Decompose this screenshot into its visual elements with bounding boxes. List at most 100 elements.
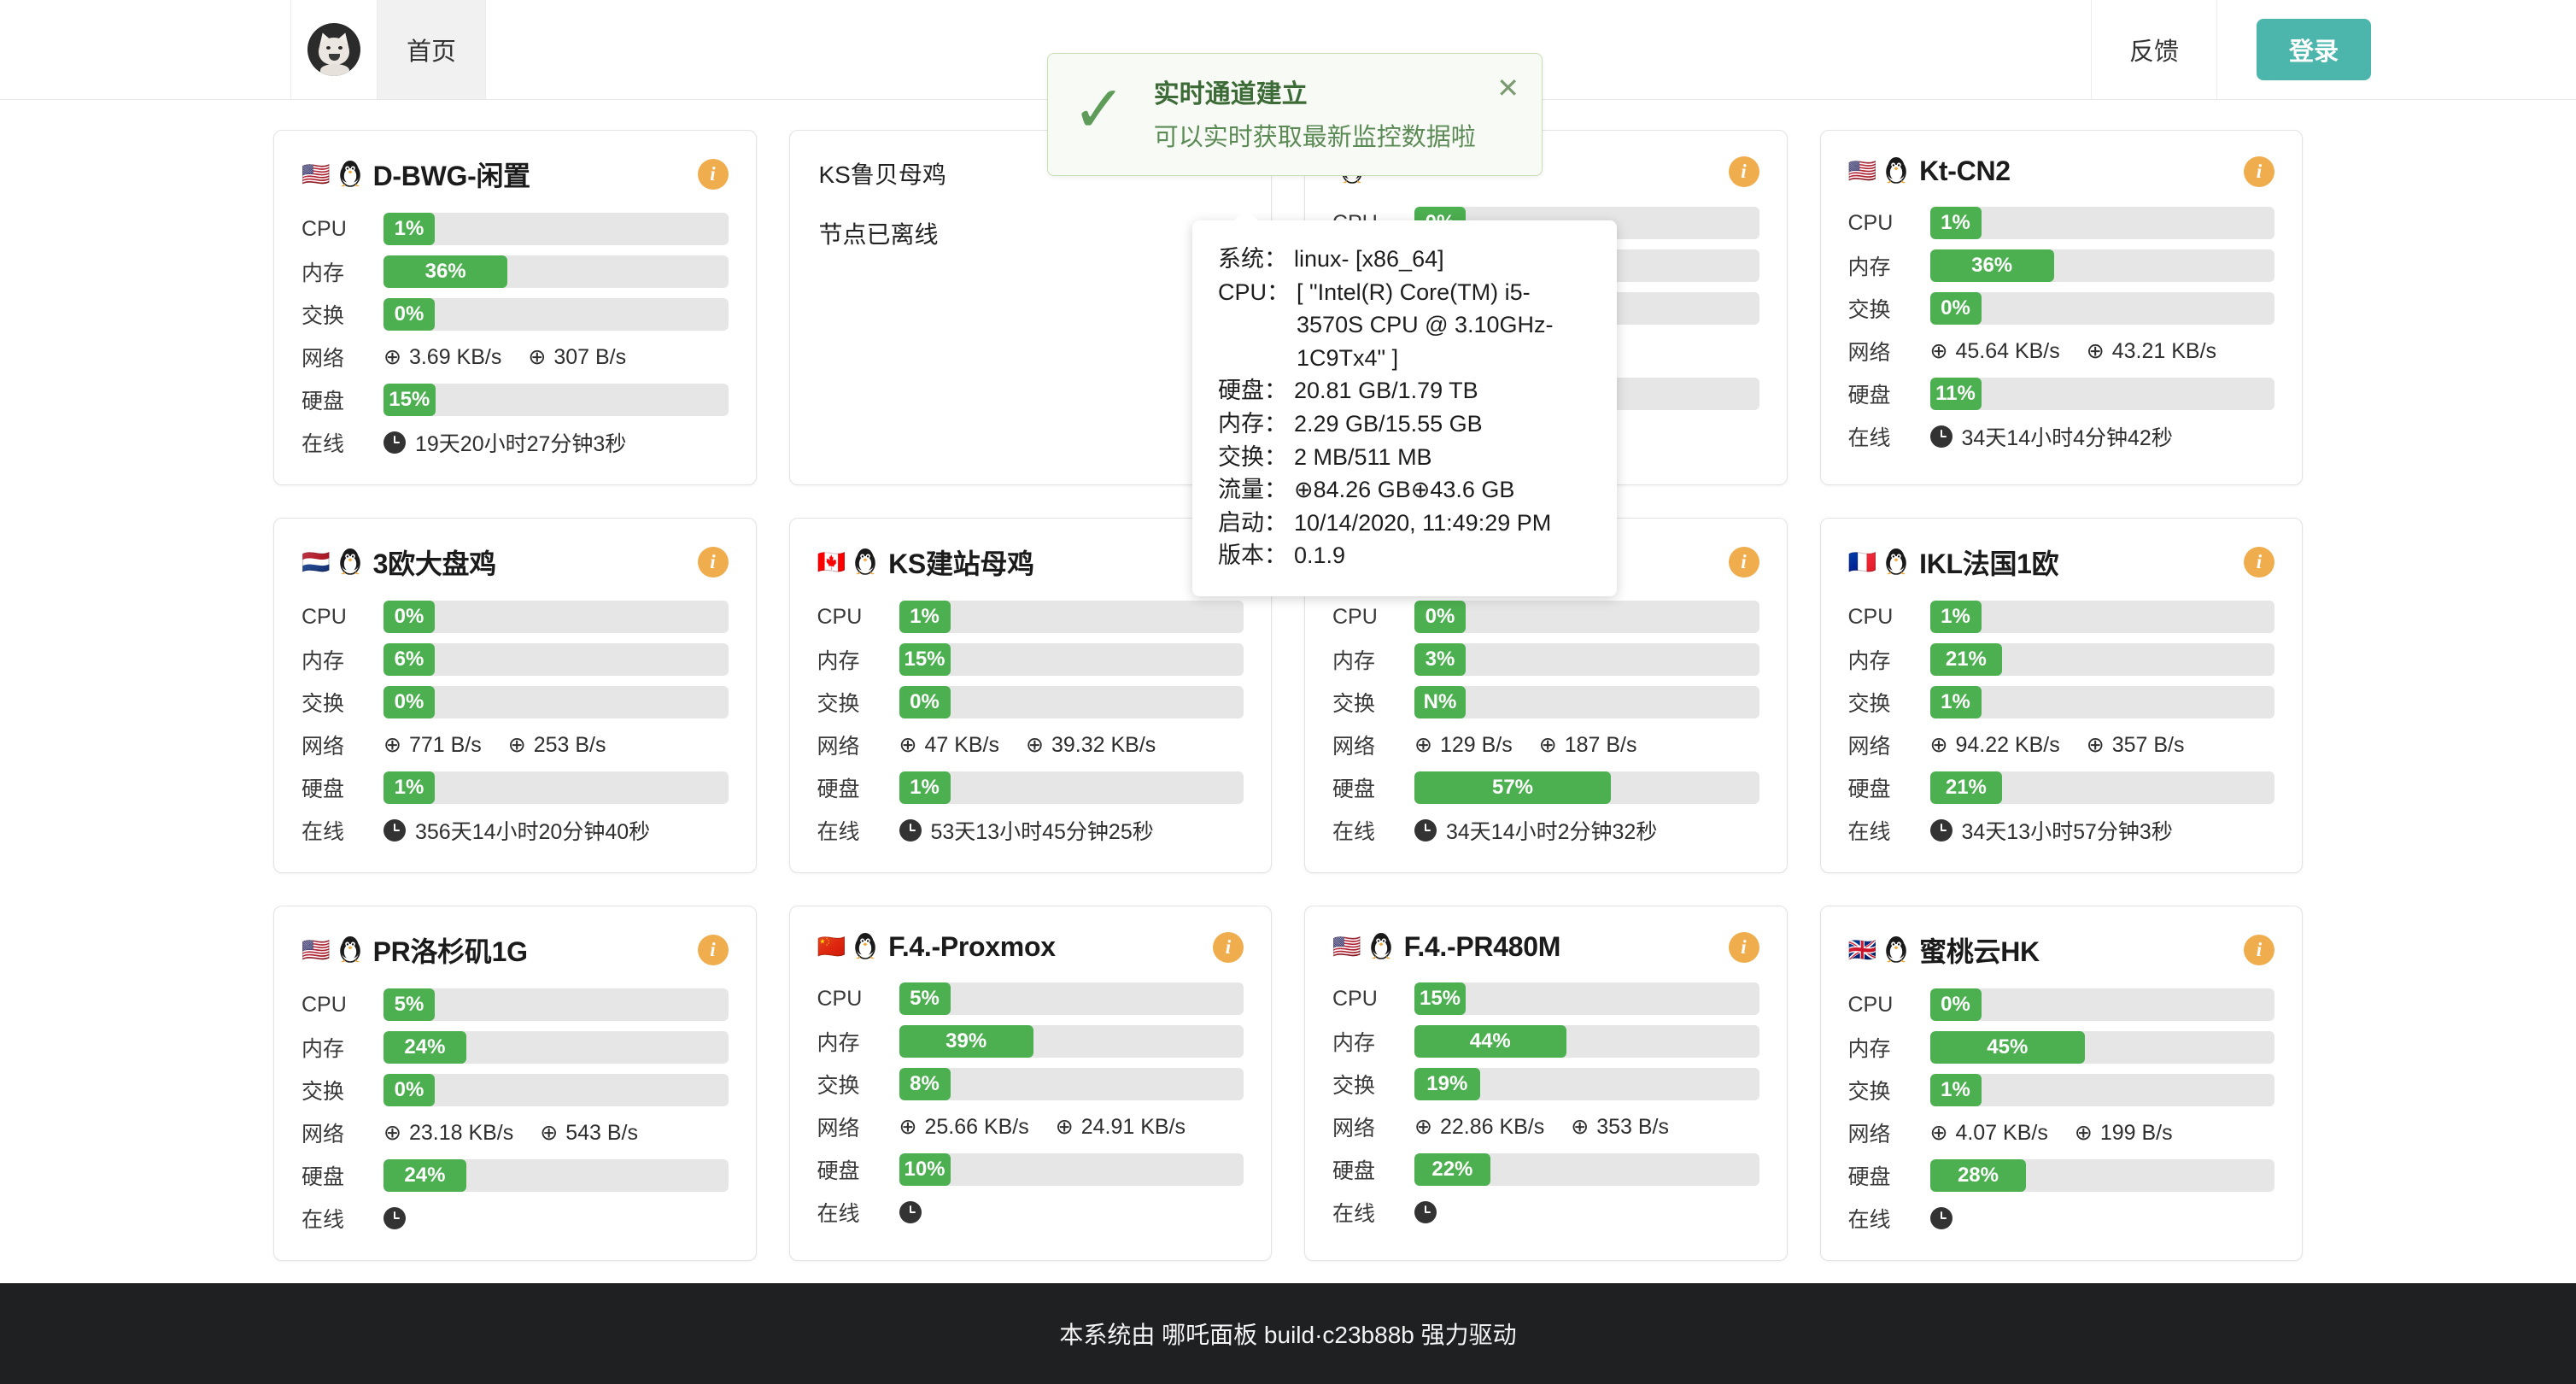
metric-bar-track: 8% bbox=[899, 1068, 1244, 1100]
card-header: 🇺🇸 D-BWG-闲置 i bbox=[302, 155, 729, 194]
clock-icon bbox=[383, 1207, 406, 1229]
metric-row: CPU 0% bbox=[1848, 988, 2274, 1021]
server-card[interactable]: 🇺🇸 F.4.-PR480M i CPU 15% 内存 44% 交换 19% 网络 ⊕ 22.86 K… bbox=[1304, 906, 1788, 1261]
metric-bar-track: 0% bbox=[1929, 292, 2274, 325]
metric-label: 网络 bbox=[1847, 1123, 1891, 1146]
country-flag-icon: 🇫🇷 bbox=[1847, 548, 1877, 575]
metric-row: 交换 0% bbox=[302, 1074, 729, 1106]
metric-label: CPU bbox=[1847, 604, 1894, 629]
tooltip-value: 2 MB/511 MB bbox=[1294, 443, 1432, 470]
info-icon[interactable]: i bbox=[2244, 935, 2274, 965]
metric-bar-track: 39% bbox=[899, 1025, 1244, 1058]
metric-label: CPU bbox=[817, 604, 863, 629]
country-flag-icon: 🇺🇸 bbox=[1847, 158, 1877, 184]
metric-bar-fill: 0% bbox=[383, 601, 435, 633]
server-card[interactable]: 🇨🇳 F.4.-Proxmox i CPU 5% 内存 39% 交换 8% 网络 ⊕ 25.66 KB… bbox=[788, 906, 1272, 1261]
footer-credit-text: 本系统由 哪吒面板 build·c23b88b 强力驱动 bbox=[1059, 1322, 1517, 1348]
uptime-row: 在线 bbox=[1332, 1196, 1759, 1229]
metric-label: 硬盘 bbox=[1847, 384, 1891, 408]
metric-row: 硬盘 24% bbox=[302, 1159, 729, 1192]
toast-message: 可以实时获取最新监控数据啦 bbox=[1153, 124, 1476, 151]
metric-label: 硬盘 bbox=[1332, 1159, 1376, 1183]
tooltip-key: 启动： bbox=[1218, 509, 1287, 536]
download-arrow-icon: ⊕ bbox=[383, 344, 401, 369]
metric-label: 内存 bbox=[1847, 1037, 1891, 1061]
metric-row: 交换 0% bbox=[302, 686, 729, 718]
server-card[interactable]: 🇺🇸 D-BWG-闲置 i CPU 1% 内存 36% 交换 0% 网络 ⊕ 3.69 KB/s ⊕ 30… bbox=[273, 130, 757, 485]
login-button[interactable]: 登录 bbox=[2256, 19, 2371, 80]
clock-icon bbox=[1929, 819, 1952, 842]
network-upload: 43.21 KB/s bbox=[2111, 338, 2217, 363]
tooltip-row: 硬盘： 20.81 GB/1.79 TB bbox=[1218, 374, 1591, 408]
uptime-row: 在线 53天13小时45分钟25秒 bbox=[817, 814, 1244, 847]
metric-value: 24% bbox=[404, 1035, 446, 1059]
metric-row: 交换 8% bbox=[817, 1068, 1244, 1100]
metric-bar-track: 24% bbox=[383, 1159, 729, 1192]
close-icon[interactable]: ✕ bbox=[1496, 73, 1519, 103]
nav-item-home[interactable]: 首页 bbox=[378, 0, 487, 99]
info-icon[interactable]: i bbox=[2244, 547, 2274, 578]
upload-arrow-icon: ⊕ bbox=[2086, 338, 2105, 363]
upload-arrow-icon: ⊕ bbox=[1026, 732, 1044, 757]
clock-icon bbox=[1929, 425, 1952, 448]
server-card[interactable]: 🇺🇸 Kt-CN2 i CPU 1% 内存 36% 交换 0% 网络 ⊕ 45.64 KB/s ⊕ 43.… bbox=[1819, 130, 2303, 485]
metric-value: 1% bbox=[910, 776, 940, 799]
info-icon[interactable]: i bbox=[1728, 155, 1759, 187]
info-icon[interactable]: i bbox=[697, 547, 729, 578]
network-upload: 39.32 KB/s bbox=[1051, 732, 1156, 757]
tooltip-key: 系统： bbox=[1218, 246, 1287, 272]
download-arrow-icon: ⊕ bbox=[1414, 1114, 1432, 1139]
tooltip-key: CPU： bbox=[1218, 279, 1291, 305]
tooltip-value: 10/14/2020, 11:49:29 PM bbox=[1294, 509, 1552, 536]
brand-logo-cell[interactable] bbox=[290, 0, 378, 99]
card-header: 🇺🇸 F.4.-PR480M i bbox=[1332, 930, 1759, 964]
info-icon[interactable]: i bbox=[697, 935, 729, 965]
metric-bar-track: 21% bbox=[1929, 771, 2274, 804]
info-icon[interactable]: i bbox=[1213, 931, 1244, 963]
metric-row: 硬盘 22% bbox=[1332, 1153, 1759, 1186]
server-card[interactable]: 🇬🇧 蜜桃云HK i CPU 0% 内存 45% 交换 1% 网络 ⊕ 4.07 KB/s ⊕ 199 B… bbox=[1819, 906, 2303, 1261]
metric-bar-track: 0% bbox=[383, 686, 729, 718]
page-footer: 本系统由 哪吒面板 build·c23b88b 强力驱动 bbox=[0, 1283, 2576, 1384]
network-value: ⊕ 25.66 KB/s ⊕ 24.91 KB/s bbox=[899, 1115, 1186, 1140]
linux-penguin-icon bbox=[852, 546, 878, 579]
tooltip-row: 版本： 0.1.9 bbox=[1218, 539, 1591, 572]
metric-bar-track: 1% bbox=[1929, 686, 2274, 718]
upload-arrow-icon: ⊕ bbox=[2074, 1120, 2093, 1145]
metric-row: 内存 15% bbox=[817, 643, 1244, 676]
metric-bar-track: 21% bbox=[1929, 643, 2274, 676]
metric-bar-fill: 28% bbox=[1929, 1159, 2027, 1192]
uptime-value bbox=[1414, 1201, 1446, 1223]
network-row: 网络 ⊕ 771 B/s ⊕ 253 B/s bbox=[302, 729, 729, 761]
metric-bar-fill: 39% bbox=[899, 1025, 1033, 1058]
network-row: 网络 ⊕ 129 B/s ⊕ 187 B/s bbox=[1332, 729, 1759, 761]
server-name: IKL法国1欧 bbox=[1919, 548, 2059, 579]
network-row: 网络 ⊕ 45.64 KB/s ⊕ 43.21 KB/s bbox=[1848, 335, 2275, 367]
info-icon[interactable]: i bbox=[2244, 155, 2274, 187]
server-name: F.4.-Proxmox bbox=[888, 931, 1056, 962]
upload-arrow-icon: ⊕ bbox=[528, 344, 547, 369]
download-arrow-icon: ⊕ bbox=[1414, 732, 1432, 757]
info-icon[interactable]: i bbox=[1728, 931, 1759, 963]
country-flag-icon: 🇺🇸 bbox=[302, 161, 331, 187]
server-card[interactable]: 🇫🇷 IKL法国1欧 i CPU 1% 内存 21% 交换 1% 网络 ⊕ 94.22 KB/s ⊕ 35… bbox=[1819, 518, 2303, 873]
feedback-link[interactable]: 反馈 bbox=[2090, 0, 2217, 99]
metric-row: 硬盘 21% bbox=[1848, 771, 2274, 804]
metric-row: 内存 3% bbox=[1332, 643, 1759, 676]
info-icon[interactable]: i bbox=[1728, 547, 1759, 578]
server-card[interactable]: 🇺🇸 PR洛杉矶1G i CPU 5% 内存 24% 交换 0% 网络 ⊕ 23.18 KB/s ⊕ 54… bbox=[273, 906, 757, 1261]
metric-bar-track: 1% bbox=[899, 771, 1244, 804]
metric-row: 交换 N% bbox=[1332, 686, 1759, 718]
uptime-value: 356天14小时20分钟40秒 bbox=[383, 815, 650, 846]
server-card[interactable]: KS鲁贝母鸡 节点已离线 bbox=[788, 130, 1272, 485]
metric-row: CPU 5% bbox=[302, 988, 729, 1021]
network-upload: 357 B/s bbox=[2111, 732, 2185, 757]
clock-icon bbox=[899, 1201, 922, 1223]
metric-bar-track: 0% bbox=[1414, 601, 1759, 633]
metric-label: 硬盘 bbox=[817, 1159, 860, 1183]
clock-icon bbox=[1414, 1201, 1437, 1223]
server-card[interactable]: 🇳🇱 3欧大盘鸡 i CPU 0% 内存 6% 交换 0% 网络 ⊕ 771 B/s ⊕ 253 B/s 硬… bbox=[273, 518, 757, 873]
info-icon[interactable]: i bbox=[697, 159, 729, 190]
network-upload: 307 B/s bbox=[553, 344, 627, 369]
